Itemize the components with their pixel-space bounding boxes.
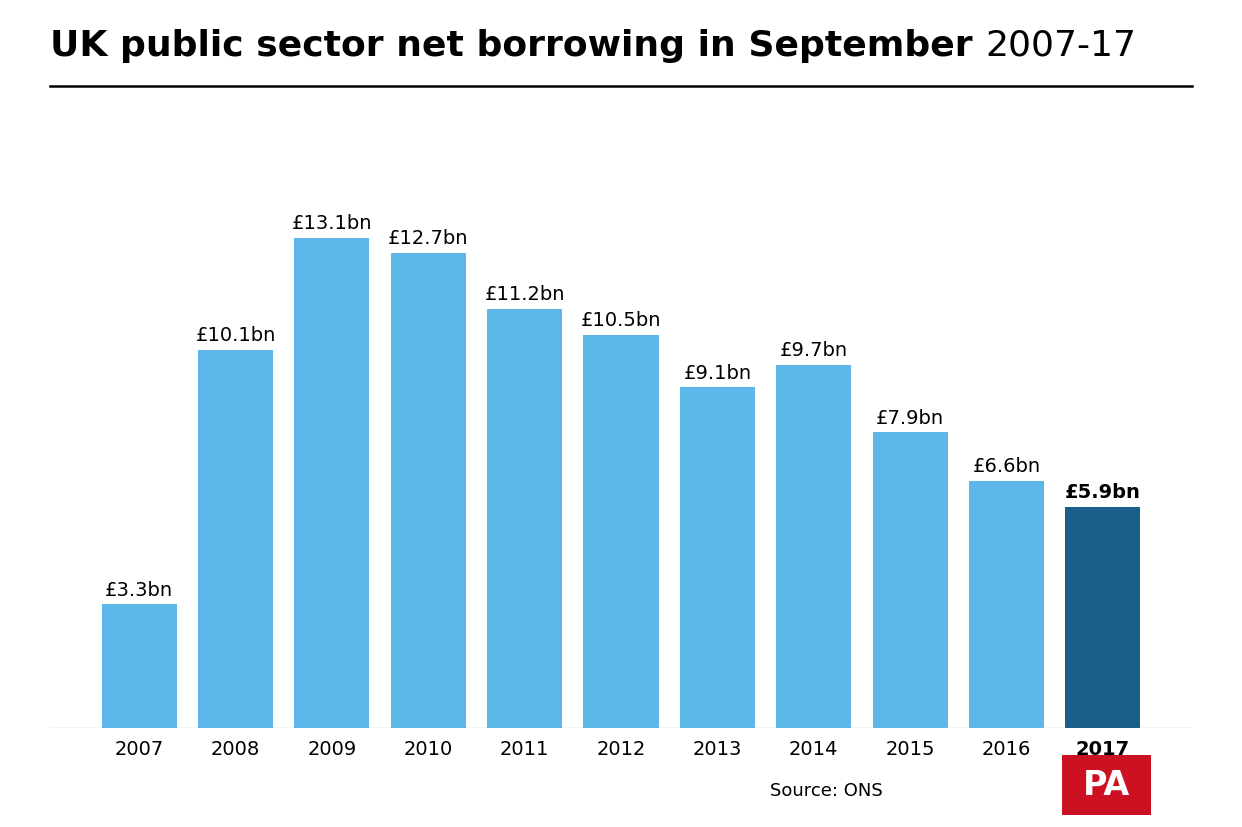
Text: £11.2bn: £11.2bn <box>484 284 565 304</box>
Text: £10.1bn: £10.1bn <box>195 326 276 345</box>
Bar <box>391 253 466 728</box>
Bar <box>776 366 851 728</box>
Bar <box>679 388 755 728</box>
Bar <box>197 351 273 728</box>
Bar <box>487 309 563 728</box>
Bar <box>872 433 948 728</box>
Text: £12.7bn: £12.7bn <box>388 229 468 248</box>
Text: Source: ONS: Source: ONS <box>770 781 883 799</box>
Text: £13.1bn: £13.1bn <box>292 214 373 233</box>
Text: 2007-17: 2007-17 <box>985 29 1136 63</box>
Text: £7.9bn: £7.9bn <box>876 409 944 427</box>
Bar <box>584 336 658 728</box>
Text: PA: PA <box>1083 768 1130 801</box>
Text: £10.5bn: £10.5bn <box>581 311 661 330</box>
Text: UK public sector net borrowing in September: UK public sector net borrowing in Septem… <box>50 29 985 63</box>
Bar <box>294 238 370 728</box>
Bar <box>1066 508 1140 728</box>
Bar <box>969 481 1045 728</box>
Text: £9.1bn: £9.1bn <box>683 363 751 382</box>
Text: £6.6bn: £6.6bn <box>972 457 1041 476</box>
Text: £9.7bn: £9.7bn <box>780 341 848 360</box>
Text: £3.3bn: £3.3bn <box>106 580 174 599</box>
Text: £5.9bn: £5.9bn <box>1064 483 1140 502</box>
Bar <box>102 605 176 728</box>
